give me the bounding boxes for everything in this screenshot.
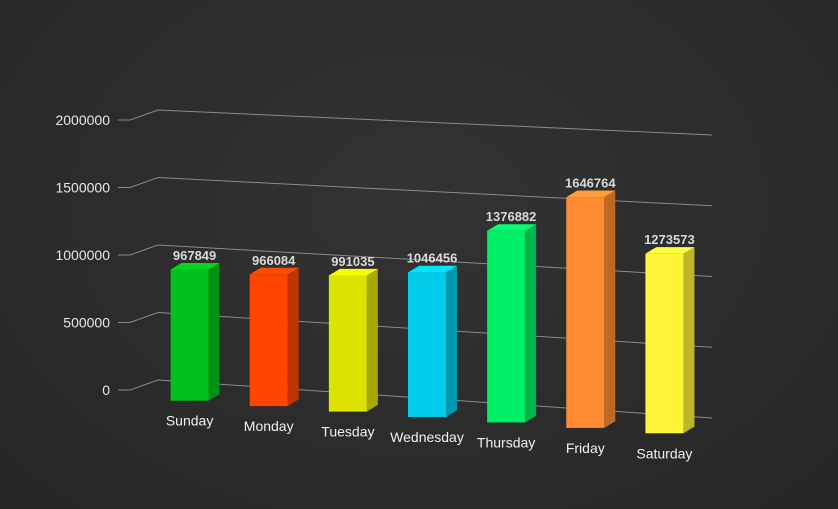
bar-front (328, 275, 367, 412)
bar-top (249, 267, 299, 275)
data-label: 967849 (173, 248, 216, 263)
x-tick-label: Monday (244, 418, 294, 434)
bar-tuesday: 991035 (328, 254, 378, 412)
bar-friday: 1646764 (565, 176, 616, 428)
y-axis: 0 500000 1000000 1500000 2000000 (55, 112, 110, 398)
y-tick-label: 500000 (63, 315, 110, 331)
gridline (118, 176, 713, 207)
x-tick-label: Friday (566, 440, 605, 456)
bar-side (604, 190, 616, 428)
bar-side (683, 247, 695, 434)
gridline (118, 109, 713, 136)
data-label: 1376882 (486, 209, 537, 224)
y-tick-label: 1500000 (55, 180, 110, 196)
data-label: 966084 (252, 253, 296, 268)
bar-monday: 966084 (249, 253, 299, 407)
y-tick-label: 0 (102, 382, 110, 398)
data-label: 1273573 (644, 232, 695, 247)
bar-top (566, 190, 616, 198)
bar-top (328, 268, 378, 276)
bar-side (525, 224, 537, 423)
bar-front (249, 274, 288, 407)
bar-front (408, 272, 446, 417)
data-label: 991035 (331, 254, 374, 269)
bar-sunday: 967849 (170, 248, 220, 401)
bar-top (645, 247, 695, 254)
bar-top (408, 265, 457, 273)
bar-wednesday: 1046456 (407, 251, 458, 417)
bars: 967849 966084 991035 1046456 1376882 1646764 1… (170, 176, 695, 434)
x-axis: Sunday Monday Tuesday Wednesday Thursday Frid… (166, 413, 693, 462)
bar-side (208, 263, 220, 401)
bar-front (487, 230, 526, 423)
bar-front (170, 269, 209, 401)
x-tick-label: Thursday (477, 434, 535, 450)
gridline (118, 244, 713, 277)
bar-side (287, 267, 299, 407)
bar-top (170, 263, 220, 270)
bar-side (446, 265, 457, 417)
bar-front (645, 253, 684, 434)
bar-side (366, 268, 378, 412)
bar-front (566, 197, 605, 428)
data-label: 1646764 (565, 176, 616, 191)
y-tick-label: 1000000 (55, 247, 110, 263)
bar-thursday: 1376882 (486, 209, 537, 423)
bar-saturday: 1273573 (644, 232, 695, 434)
x-tick-label: Sunday (166, 413, 213, 429)
y-tick-label: 2000000 (55, 112, 110, 128)
x-tick-label: Tuesday (321, 424, 374, 440)
x-tick-label: Wednesday (390, 429, 464, 445)
bar-top (487, 224, 537, 231)
x-tick-label: Saturday (636, 445, 692, 461)
data-label: 1046456 (407, 251, 458, 266)
